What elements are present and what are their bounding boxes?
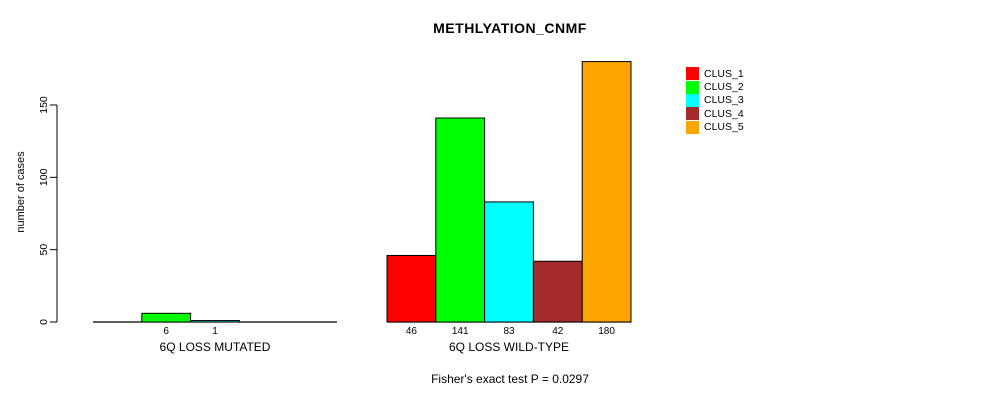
legend-swatch-icon — [686, 93, 699, 107]
bar-clus_4 — [532, 260, 583, 323]
bar-clus_2 — [141, 312, 192, 323]
y-tick-label: 50 — [38, 244, 50, 256]
legend-label: CLUS_1 — [704, 67, 744, 80]
bar-clus_2 — [435, 117, 486, 323]
legend-item: CLUS_4 — [686, 107, 744, 121]
group-label-6q-loss-wild-type: 6Q LOSS WILD-TYPE — [448, 340, 570, 354]
legend-swatch-icon — [686, 80, 699, 94]
legend-item: CLUS_5 — [686, 120, 744, 134]
legend-swatch-icon — [686, 67, 699, 81]
y-tick-label: 100 — [38, 168, 50, 186]
legend-label: CLUS_4 — [704, 107, 744, 120]
bar-clus_3 — [190, 320, 240, 323]
chart-title: METHLYATION_CNMF — [433, 20, 587, 36]
bar-value-label: 6 — [163, 326, 169, 337]
bar-value-label: 42 — [552, 326, 564, 337]
bar-value-label: 46 — [406, 326, 418, 337]
legend-label: CLUS_5 — [704, 121, 744, 134]
y-axis-title: number of cases — [15, 151, 27, 233]
bar-value-label: 83 — [503, 326, 515, 337]
legend-item: CLUS_1 — [686, 67, 744, 81]
y-tick-label: 0 — [38, 319, 50, 325]
fisher-test-annotation: Fisher's exact test P = 0.0297 — [431, 372, 589, 386]
group-label-6q-loss-mutated: 6Q LOSS MUTATED — [159, 340, 271, 354]
bar-clus_5 — [581, 61, 632, 323]
bar-clus_3 — [484, 201, 534, 323]
bar-value-label: 141 — [452, 326, 469, 337]
bar-value-label: 180 — [598, 326, 615, 337]
bar-value-label: 1 — [212, 326, 218, 337]
legend-label: CLUS_2 — [704, 81, 744, 94]
bar-clus_1 — [386, 254, 437, 323]
y-tick-label: 150 — [38, 96, 50, 114]
legend-item: CLUS_3 — [686, 93, 744, 107]
legend-swatch-icon — [686, 107, 699, 121]
legend-item: CLUS_2 — [686, 80, 744, 94]
legend-swatch-icon — [686, 120, 699, 134]
legend-label: CLUS_3 — [704, 94, 744, 107]
legend: CLUS_1 CLUS_2 CLUS_3 CLUS_4 CLUS_5 — [686, 67, 744, 134]
